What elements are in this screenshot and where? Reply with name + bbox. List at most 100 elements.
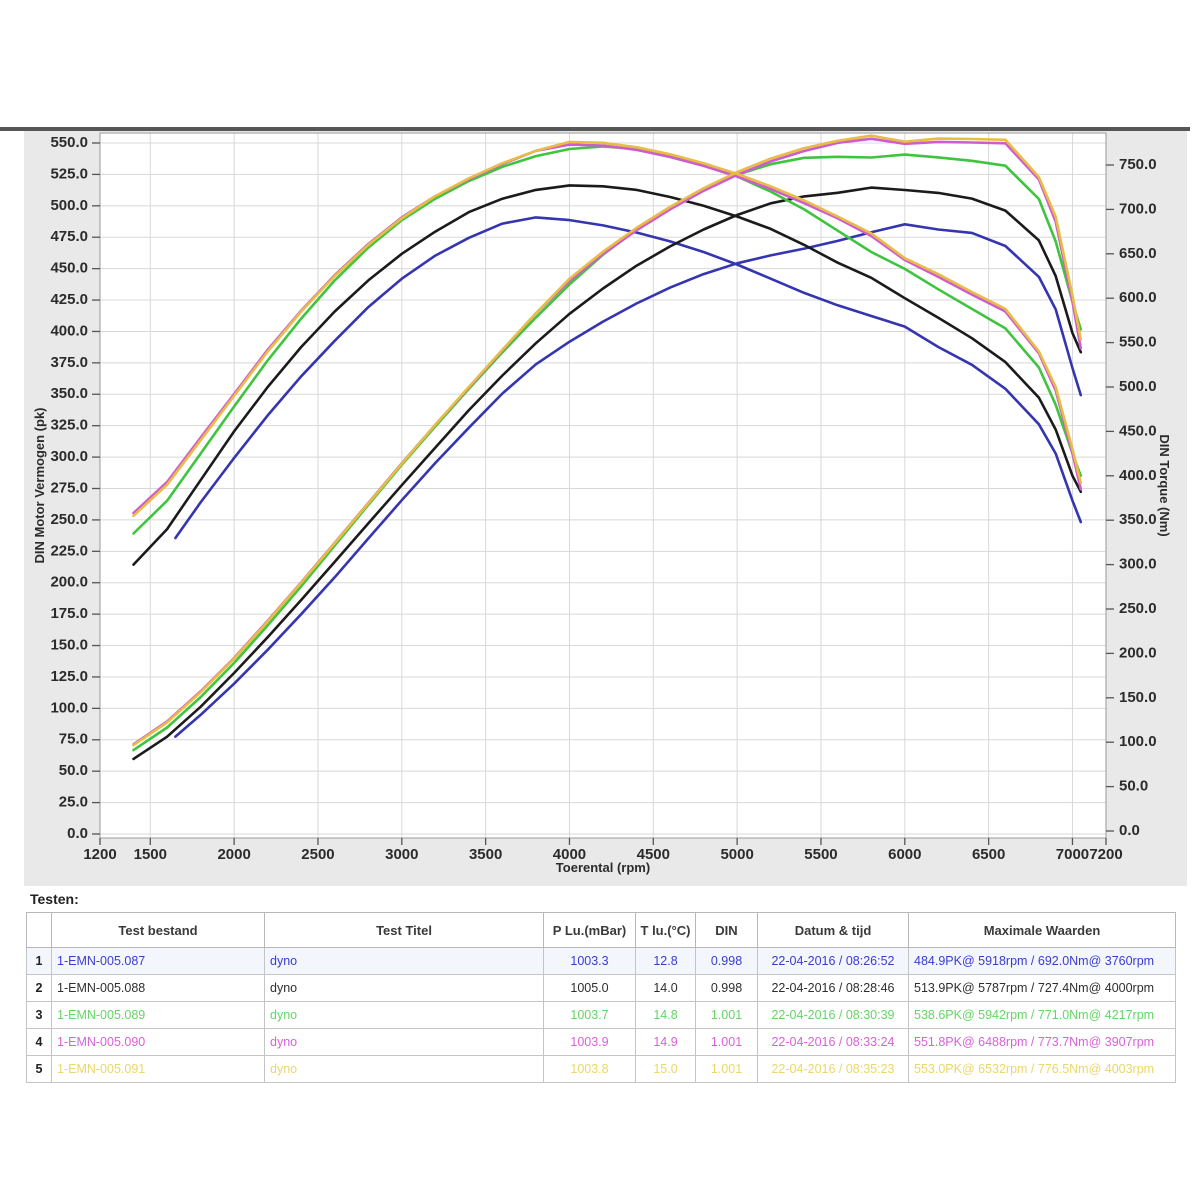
right-axis-tick-label: 50.0 (1119, 778, 1148, 795)
cell-file: 1-EMN-005.091 (51, 1055, 265, 1083)
left-axis-tick-label: 400.0 (50, 322, 88, 339)
left-axis-tick-label: 475.0 (50, 228, 88, 245)
table-header-row: Test bestand Test Titel P Lu.(mBar) T lu.(°… (26, 912, 1176, 948)
x-axis-tick-label: 7200 (1089, 846, 1122, 863)
left-axis-tick-label: 100.0 (50, 699, 88, 716)
column-header (26, 912, 52, 948)
cell-file: 1-EMN-005.088 (51, 974, 265, 1002)
left-axis-tick-label: 550.0 (50, 134, 88, 151)
x-axis-tick-label: 1200 (83, 846, 116, 863)
x-axis-tick-label: 1500 (134, 846, 167, 863)
left-axis-tick-label: 350.0 (50, 385, 88, 402)
left-axis-tick-label: 525.0 (50, 165, 88, 182)
right-axis-tick-label: 0.0 (1119, 822, 1140, 839)
cell-p_lu: 1003.9 (543, 1028, 636, 1056)
right-axis-tick-label: 300.0 (1119, 556, 1157, 573)
right-axis-tick-label: 500.0 (1119, 378, 1157, 395)
cell-file: 1-EMN-005.087 (51, 947, 265, 975)
cell-t_lu: 15.0 (635, 1055, 696, 1083)
power-curve-run2 (132, 186, 1083, 761)
cell-max: 513.9PK@ 5787rpm / 727.4Nm@ 4000rpm (908, 974, 1176, 1002)
cell-din: 0.998 (695, 947, 758, 975)
cell-p_lu: 1003.8 (543, 1055, 636, 1083)
power-curve-run5 (132, 134, 1083, 747)
x-axis-tick-label: 2000 (217, 846, 250, 863)
column-header: P Lu.(mBar) (543, 912, 636, 948)
column-header: Test Titel (264, 912, 544, 948)
left-axis-tick-label: 325.0 (50, 417, 88, 434)
left-axis-tick-label: 200.0 (50, 574, 88, 591)
column-header: T lu.(°C) (635, 912, 696, 948)
right-axis-tick-label: 350.0 (1119, 511, 1157, 528)
cell-datum: 22-04-2016 / 08:33:24 (757, 1028, 909, 1056)
right-axis-tick-label: 150.0 (1119, 689, 1157, 706)
left-axis-tick-label: 75.0 (59, 731, 88, 748)
cell-titel: dyno (264, 974, 544, 1002)
cell-num: 4 (26, 1028, 52, 1056)
torque-curve-run2 (132, 184, 1083, 566)
cell-t_lu: 14.0 (635, 974, 696, 1002)
column-header: DIN (695, 912, 758, 948)
left-axis-tick-label: 150.0 (50, 637, 88, 654)
table-row[interactable]: 2 1-EMN-005.088 dyno 1005.0 14.0 0.998 22-04-2… (26, 974, 1176, 1002)
table-row[interactable]: 5 1-EMN-005.091 dyno 1003.8 15.0 1.001 22-04-2… (26, 1055, 1176, 1083)
cell-max: 484.9PK@ 5918rpm / 692.0Nm@ 3760rpm (908, 947, 1176, 975)
cell-din: 1.001 (695, 1055, 758, 1083)
cell-t_lu: 14.8 (635, 1001, 696, 1029)
cell-max: 553.0PK@ 6532rpm / 776.5Nm@ 4003rpm (908, 1055, 1176, 1083)
x-axis-tick-label: 4500 (637, 846, 670, 863)
left-axis-tick-label: 50.0 (59, 762, 88, 779)
cell-max: 538.6PK@ 5942rpm / 771.0Nm@ 4217rpm (908, 1001, 1176, 1029)
x-axis-tick-label: 3500 (469, 846, 502, 863)
left-axis-tick-label: 450.0 (50, 260, 88, 277)
left-axis-tick-label: 250.0 (50, 511, 88, 528)
left-axis-tick-label: 275.0 (50, 479, 88, 496)
x-axis-tick-label: 3000 (385, 846, 418, 863)
torque-curve-run5 (132, 140, 1083, 518)
table-head: Test bestand Test Titel P Lu.(mBar) T lu.(°… (26, 912, 1176, 948)
cell-num: 2 (26, 974, 52, 1002)
table-body: 1 1-EMN-005.087 dyno 1003.3 12.8 0.998 22-04-2… (26, 947, 1176, 1083)
left-axis-tick-label: 125.0 (50, 668, 88, 685)
left-axis-title: DIN Motor Vermogen (pk) (32, 407, 47, 563)
chart-top-border (0, 127, 1190, 131)
x-axis-tick-label: 2500 (301, 846, 334, 863)
test-runs-table: Test bestand Test Titel P Lu.(mBar) T lu.(°… (26, 912, 1176, 1083)
x-axis-tick-label: 4000 (553, 846, 586, 863)
cell-file: 1-EMN-005.089 (51, 1001, 265, 1029)
right-axis-tick-label: 100.0 (1119, 733, 1157, 750)
cell-num: 5 (26, 1055, 52, 1083)
cell-t_lu: 12.8 (635, 947, 696, 975)
cell-p_lu: 1005.0 (543, 974, 636, 1002)
cell-p_lu: 1003.7 (543, 1001, 636, 1029)
table-title: Testen: (30, 891, 79, 907)
right-axis-tick-label: 200.0 (1119, 644, 1157, 661)
right-axis-tick-label: 750.0 (1119, 156, 1157, 173)
left-axis-tick-label: 0.0 (67, 825, 88, 842)
left-axis-tick-label: 500.0 (50, 197, 88, 214)
plot-area (100, 133, 1106, 838)
table-row[interactable]: 4 1-EMN-005.090 dyno 1003.9 14.9 1.001 22-04-2… (26, 1028, 1176, 1056)
torque-curve-run1 (174, 216, 1083, 540)
left-axis-tick-label: 425.0 (50, 291, 88, 308)
column-header: Test bestand (51, 912, 265, 948)
left-axis-tick-label: 375.0 (50, 354, 88, 371)
right-axis-tick-label: 250.0 (1119, 600, 1157, 617)
table-row[interactable]: 1 1-EMN-005.087 dyno 1003.3 12.8 0.998 22-04-2… (26, 947, 1176, 975)
cell-titel: dyno (264, 1055, 544, 1083)
cell-max: 551.8PK@ 6488rpm / 773.7Nm@ 3907rpm (908, 1028, 1176, 1056)
cell-num: 3 (26, 1001, 52, 1029)
right-axis-tick-label: 700.0 (1119, 200, 1157, 217)
right-axis-title: DIN Torque (Nm) (1157, 434, 1172, 536)
column-header: Maximale Waarden (908, 912, 1176, 948)
dyno-chart: 0.0 25.0 50.0 75.0 100.0 125.0 150.0 175.0 200.0… (32, 132, 1172, 875)
power-curve-run1 (174, 223, 1083, 738)
cell-din: 1.001 (695, 1028, 758, 1056)
cell-datum: 22-04-2016 / 08:30:39 (757, 1001, 909, 1029)
table-row[interactable]: 3 1-EMN-005.089 dyno 1003.7 14.8 1.001 22-04-2… (26, 1001, 1176, 1029)
cell-t_lu: 14.9 (635, 1028, 696, 1056)
x-axis-tick-label: 6000 (888, 846, 921, 863)
cell-datum: 22-04-2016 / 08:35:23 (757, 1055, 909, 1083)
right-axis-tick-label: 400.0 (1119, 467, 1157, 484)
right-axis-tick-label: 450.0 (1119, 422, 1157, 439)
